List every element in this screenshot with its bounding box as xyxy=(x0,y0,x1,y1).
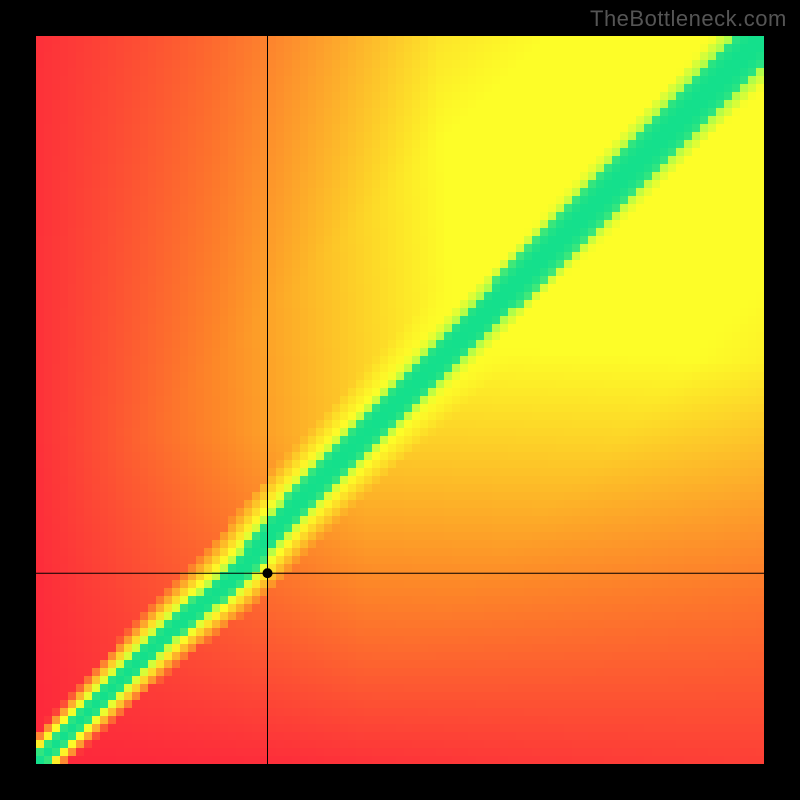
chart-container: TheBottleneck.com xyxy=(0,0,800,800)
watermark-label: TheBottleneck.com xyxy=(590,6,787,32)
bottleneck-heatmap xyxy=(0,0,800,800)
